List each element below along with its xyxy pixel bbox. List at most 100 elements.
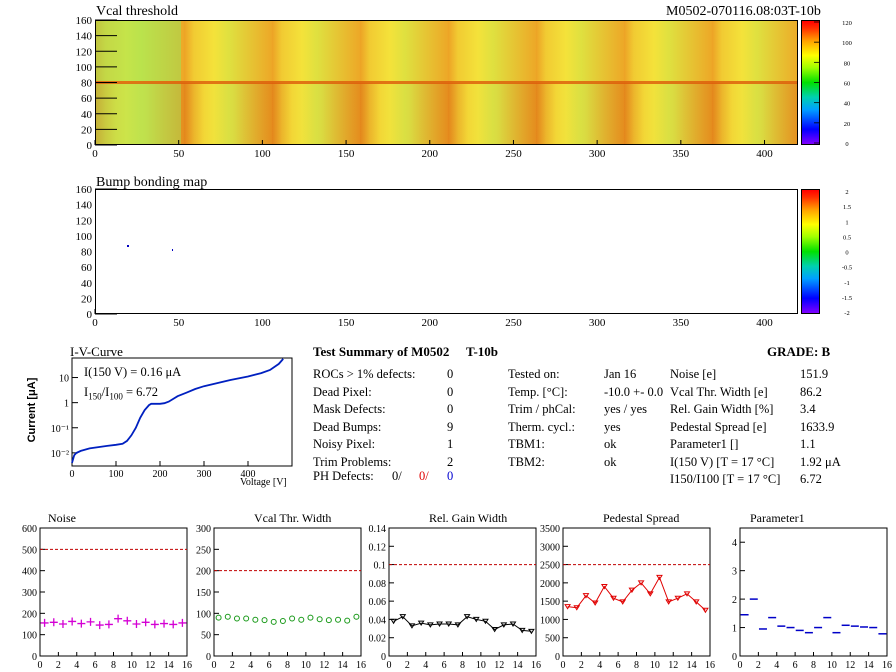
- x-tick-label: 100: [254, 317, 271, 329]
- z-tick-label: 1.5: [843, 204, 851, 211]
- summary-subtitle: T-10b: [466, 344, 499, 359]
- iv-annot1: I(150 V) = 0.16 μA: [84, 365, 182, 379]
- iv-annot2-main: I: [84, 385, 89, 399]
- y-tick-label: 120: [76, 46, 93, 58]
- summary-right-label: Pedestal Spread [e]: [670, 419, 767, 434]
- y-tick-label: 40: [81, 278, 93, 290]
- iv-ylabel: Current [μA]: [26, 377, 38, 443]
- summary-middle-value: yes / yes: [604, 402, 648, 416]
- y-tick-label: 100: [76, 62, 93, 74]
- x-tick-label: 250: [505, 317, 522, 329]
- summary-right-label: Vcal Thr. Width [e]: [670, 384, 768, 399]
- summary-middle-label: Therm. cycl.:: [508, 419, 575, 434]
- y-tick-label: 160: [76, 184, 93, 196]
- z-tick-label: 20: [844, 121, 851, 128]
- summary-middle-value: yes: [604, 419, 621, 434]
- ph-defects-v1: 0/: [392, 469, 402, 483]
- x-tick-label: 150: [338, 317, 355, 329]
- summary-left-value: 0: [447, 367, 454, 381]
- y-tick-label: 120: [76, 215, 93, 227]
- y-tick-label: 100: [76, 231, 93, 243]
- summary-left-label: ROCs > 1% defects:: [313, 367, 416, 381]
- summary-middle-label: TBM2:: [508, 454, 545, 469]
- map1-lower-half: [96, 83, 797, 144]
- summary-right-value: 1.1: [800, 437, 816, 451]
- summary-right-label: Rel. Gain Width [%]: [670, 402, 774, 416]
- x-tick-label: 300: [589, 317, 606, 329]
- map1-title: Vcal threshold: [96, 4, 179, 19]
- summary-middle-value: ok: [604, 454, 617, 469]
- summary-right-value: 3.4: [800, 402, 816, 416]
- dead-bump-marker: [127, 245, 129, 247]
- summary-middle-label: Trim / phCal:: [508, 402, 576, 416]
- x-tick-label: 300: [589, 148, 606, 160]
- ph-defects-v2: 0/: [419, 469, 429, 483]
- y-tick-label: 80: [81, 78, 93, 90]
- summary-left-label: Trim Problems:: [313, 454, 392, 469]
- summary-middle-value: ok: [604, 437, 617, 451]
- y-tick-label: 20: [81, 293, 93, 305]
- y-tick-label: 140: [76, 200, 93, 212]
- summary-right-value: 151.9: [800, 367, 829, 381]
- summary-left-label: Noisy Pixel:: [313, 437, 376, 451]
- x-tick-label: 400: [756, 148, 773, 160]
- summary-middle-label: Temp. [°C]:: [508, 384, 568, 399]
- z-tick-label: 120: [842, 20, 852, 27]
- dead-bump-marker: [172, 249, 173, 251]
- z-tick-label: 100: [842, 40, 852, 47]
- iv-annot2: I150/I100 = 6.72: [84, 385, 158, 402]
- iv-annot2-sub1: 150: [88, 391, 102, 402]
- y-tick-label: 0: [87, 140, 93, 152]
- iv-annot2-sep: /I: [101, 385, 110, 399]
- x-tick-label: 250: [505, 148, 522, 160]
- x-tick-label: 200: [422, 317, 439, 329]
- x-tick-label: 100: [254, 148, 271, 160]
- map2-zscale: [801, 189, 820, 314]
- z-tick-label: 60: [844, 81, 851, 88]
- x-tick-label: 350: [673, 148, 690, 160]
- z-tick-label: -1: [844, 280, 849, 287]
- z-tick-label: 0: [845, 141, 848, 148]
- y-tick-label: 80: [81, 247, 93, 259]
- x-tick-label: 0: [92, 148, 98, 160]
- summary-right-value: 6.72: [800, 472, 822, 486]
- x-tick-label: 350: [673, 317, 690, 329]
- map2-plot: [95, 189, 798, 314]
- y-tick-label: 140: [76, 31, 93, 43]
- z-tick-label: 40: [844, 101, 851, 108]
- summary-right-label: I150/I100 [T = 17 °C]: [670, 472, 781, 486]
- y-tick-label: 20: [81, 124, 93, 136]
- iv-xlabel: Voltage [V]: [240, 477, 287, 488]
- x-tick-label: 200: [422, 148, 439, 160]
- summary-right-value: 1.92 μA: [800, 454, 841, 469]
- summary-right-label: Noise [e]: [670, 367, 717, 381]
- iv-annot2-value: = 6.72: [125, 385, 158, 399]
- summary-right-label: I(150 V) [T = 17 °C]: [670, 454, 775, 469]
- summary-left-value: 0: [447, 402, 454, 416]
- summary-title: Test Summary of M0502: [313, 344, 450, 359]
- summary-middle-value: Jan 16: [604, 367, 637, 381]
- summary-middle-label: Tested on:: [508, 367, 560, 381]
- z-tick-label: -2: [844, 310, 849, 317]
- iv-title: I-V-Curve: [70, 344, 123, 359]
- summary-left-value: 2: [447, 454, 454, 469]
- z-tick-label: -0.5: [842, 265, 852, 272]
- summary-left-label: Mask Defects:: [313, 402, 386, 416]
- module-label: M0502-070116.08:03T-10b: [666, 4, 821, 19]
- z-tick-label: 1: [845, 219, 848, 226]
- z-tick-label: 0: [845, 250, 848, 257]
- y-tick-label: 40: [81, 109, 93, 121]
- ph-defects-label: PH Defects:: [313, 469, 374, 483]
- y-tick-label: 60: [81, 93, 93, 105]
- summary-middle-value: -10.0 +- 0.0: [604, 384, 664, 399]
- z-tick-label: 80: [844, 60, 851, 67]
- map1-row-seam: [96, 81, 797, 84]
- summary-left-value: 1: [447, 437, 454, 451]
- x-tick-label: 150: [338, 148, 355, 160]
- x-tick-label: 50: [173, 148, 185, 160]
- summary-left-value: 0: [447, 384, 454, 399]
- summary-right-value: 1633.9: [800, 419, 835, 434]
- summary-right-label: Parameter1 []: [670, 437, 739, 451]
- x-tick-label: 400: [756, 317, 773, 329]
- x-tick-label: 0: [92, 317, 98, 329]
